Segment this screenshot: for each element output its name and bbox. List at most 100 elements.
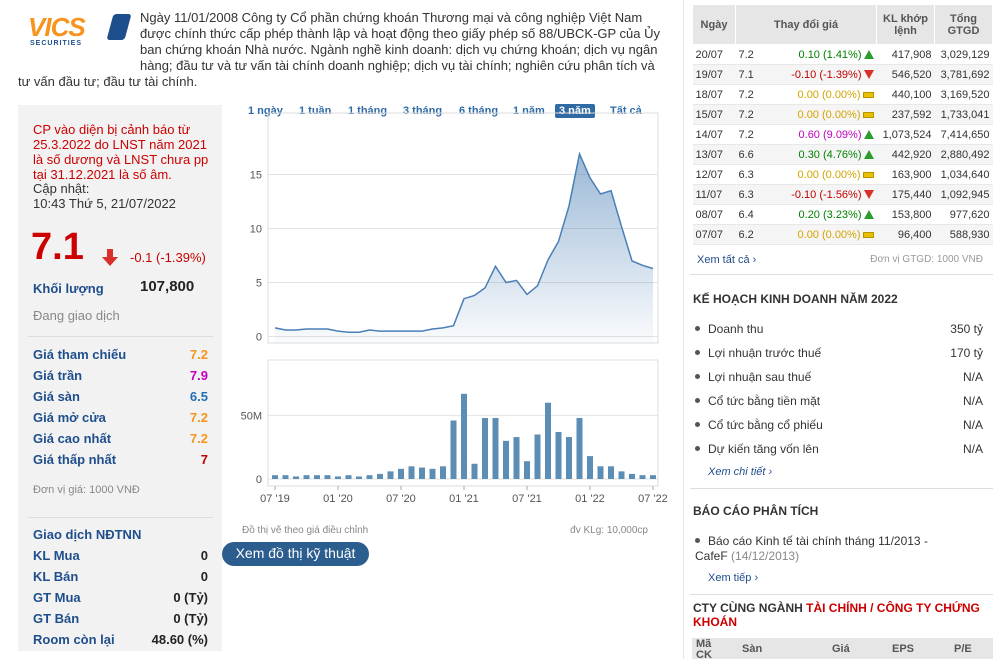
volume: 107,800 — [140, 278, 195, 295]
plan-value: 350 tỷ — [950, 322, 983, 336]
volume: 546,520 — [876, 64, 935, 85]
y-tick-label: 0 — [256, 332, 262, 344]
period-tab[interactable]: Tất cả — [610, 105, 642, 117]
plan-label-wrap: Lợi nhuận sau thuế — [695, 370, 811, 384]
y-tick-label: 5 — [256, 278, 262, 290]
change-cell: 0.30 (4.76%) — [762, 144, 877, 165]
see-all-text[interactable]: Xem tất cả — [697, 254, 750, 266]
plan-label: Dự kiến tăng vốn lên — [708, 442, 819, 456]
plan-value: 170 tỷ — [950, 346, 983, 360]
volume-bar — [587, 456, 593, 480]
volume-bar — [618, 471, 625, 480]
change-cell: 0.00 (0.00%) — [762, 224, 877, 245]
volume-bar — [597, 466, 604, 480]
separator — [690, 274, 993, 275]
volume-bar — [450, 420, 457, 480]
volume-bar — [293, 476, 299, 480]
volume-bar — [272, 475, 278, 480]
reports-more-text[interactable]: Xem tiếp — [708, 572, 752, 584]
volume: 96,400 — [876, 224, 935, 245]
date: 15/07 — [692, 104, 736, 125]
peers-header-cell: P/E — [954, 643, 972, 655]
close: 6.3 — [735, 164, 763, 185]
price-value: 7.2 — [189, 347, 208, 362]
foreign-value: 0 — [200, 548, 208, 563]
bullet — [695, 446, 700, 452]
change-icon — [862, 111, 874, 118]
trade-row: 14/07 7.2 0.60 (9.09%) 1,073,524 7,414,650 — [692, 124, 993, 145]
peers-header-cell: EPS — [892, 643, 915, 655]
change: 0.10 (1.41%) — [798, 48, 862, 61]
price-value: 7.2 — [189, 410, 208, 425]
volume: 440,100 — [876, 84, 935, 105]
report-title[interactable]: Báo cáo Kinh tế tài chính tháng 11/2013 … — [695, 534, 928, 563]
volume: 175,440 — [876, 184, 935, 205]
change: 0.30 (4.76%) — [798, 148, 862, 161]
bullet — [695, 398, 700, 404]
x-tick-label: 07 '19 — [260, 493, 290, 505]
trade-row: 13/07 6.6 0.30 (4.76%) 442,920 2,880,492 — [692, 144, 993, 165]
report-item[interactable]: Báo cáo Kinh tế tài chính tháng 11/2013 … — [695, 534, 955, 564]
trading-table: Ngày Thay đổi giá KL khớp lệnh Tổng GTGD… — [692, 4, 993, 245]
volume: 163,900 — [876, 164, 935, 185]
change: 0.20 (3.23%) — [798, 208, 862, 221]
divider — [683, 0, 684, 659]
change-icon — [863, 70, 874, 80]
peers-label: CTY CÙNG NGÀNH — [693, 601, 803, 615]
technical-chart-button[interactable]: Xem đồ thị kỹ thuật — [222, 542, 369, 566]
header: Tổng GTGD — [934, 4, 993, 45]
volume-bar — [419, 467, 425, 480]
volume-bar — [576, 417, 583, 480]
bullet — [695, 374, 700, 380]
price-value: 6.5 — [189, 389, 208, 404]
reports-more[interactable]: Xem tiếp › — [708, 572, 759, 584]
foreign-row: Room còn lại 48.60 (%) — [33, 632, 208, 647]
value: 3,781,692 — [934, 64, 993, 85]
unit: Đơn vị giá: 1000 VNĐ — [33, 484, 140, 496]
period-tab[interactable]: 6 tháng — [459, 105, 499, 117]
bullet — [695, 326, 700, 332]
plan-value: N/A — [962, 370, 983, 384]
period-tab[interactable]: 3 năm — [555, 104, 595, 118]
volume-bar — [650, 475, 656, 480]
volume-bar — [629, 473, 635, 480]
period-tab[interactable]: 1 tuần — [299, 105, 332, 117]
value: 1,034,640 — [934, 164, 993, 185]
period-tab[interactable]: 1 tháng — [348, 105, 388, 117]
plan-label-wrap: Lợi nhuận trước thuế — [695, 346, 821, 360]
plan-label: Lợi nhuận trước thuế — [708, 346, 822, 360]
y-tick-label: 15 — [250, 170, 262, 182]
volume-bar — [324, 475, 331, 480]
value: 1,092,945 — [934, 184, 993, 205]
period-tab[interactable]: 1 ngày — [248, 105, 283, 117]
change-icon — [863, 210, 874, 220]
reports-title: BÁO CÁO PHÂN TÍCH — [693, 504, 819, 518]
intro-text: Ngày 11/01/2008 Công ty Cổ phần chứng kh… — [18, 10, 661, 89]
price-row: Giá tham chiếu 7.2 — [33, 347, 208, 362]
plan-label: Doanh thu — [708, 322, 764, 336]
peers-header: Mã CK Sàn Giá EPS P/E — [692, 638, 993, 661]
close: 7.2 — [735, 44, 763, 65]
volume-bar — [555, 431, 562, 480]
change-icon — [862, 171, 874, 178]
see-all[interactable]: Xem tất cả › — [697, 254, 757, 266]
plan-label: Cổ tức bằng cổ phiếu — [708, 418, 823, 432]
plan-more[interactable]: Xem chi tiết › — [708, 466, 773, 478]
period-tab[interactable]: 1 năm — [513, 105, 545, 117]
peers-sector: TÀI CHÍNH / CÔNG TY CHỨNG KHOÁN — [693, 601, 980, 629]
price-row: Giá sàn 6.5 — [33, 389, 208, 404]
period-tab[interactable]: 3 tháng — [403, 105, 443, 117]
foreign-row: KL Bán 0 — [33, 569, 208, 584]
close: 6.3 — [735, 184, 763, 205]
close: 6.6 — [735, 144, 763, 165]
plan-row: Doanh thu 350 tỷ — [695, 322, 983, 336]
volume-bar — [492, 417, 499, 480]
foreign-value: 0 — [200, 569, 208, 584]
volume-bar — [335, 476, 341, 480]
trade-row: 20/07 7.2 0.10 (1.41%) 417,908 3,029,129 — [692, 44, 993, 65]
plan-more-text[interactable]: Xem chi tiết — [708, 466, 766, 478]
foreign-title: Giao dịch NĐTNN — [33, 527, 142, 542]
volume-bar — [282, 475, 289, 480]
date: 18/07 — [692, 84, 736, 105]
volume-bar — [461, 393, 467, 480]
